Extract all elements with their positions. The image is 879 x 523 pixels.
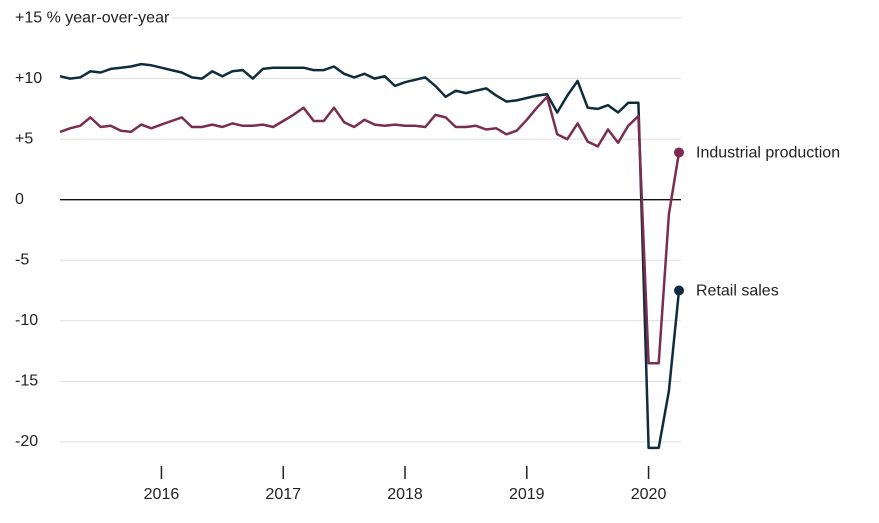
x-tick-label: 2019 — [509, 486, 545, 503]
end-dot — [674, 147, 684, 158]
y-tick-label: -10 — [15, 312, 38, 329]
y-tick-label: 0 — [15, 191, 24, 208]
y-tick-label: +15 % year-over-year — [15, 9, 170, 26]
series-label: Retail sales — [696, 283, 779, 300]
x-tick-label: 2020 — [631, 486, 667, 503]
x-tick-label: 2018 — [387, 486, 423, 503]
y-tick-label: -5 — [15, 251, 29, 268]
y-tick-label: +5 — [15, 130, 33, 147]
y-tick-label: +10 — [15, 70, 42, 87]
end-dot — [674, 285, 684, 296]
x-tick-label: 2017 — [265, 486, 301, 503]
series-label: Industrial production — [696, 145, 840, 162]
series-line — [59, 95, 681, 365]
y-tick-label: -20 — [15, 433, 38, 450]
y-tick-label: -15 — [15, 373, 38, 390]
x-tick-label: 2016 — [144, 486, 180, 503]
series-line — [59, 62, 681, 450]
